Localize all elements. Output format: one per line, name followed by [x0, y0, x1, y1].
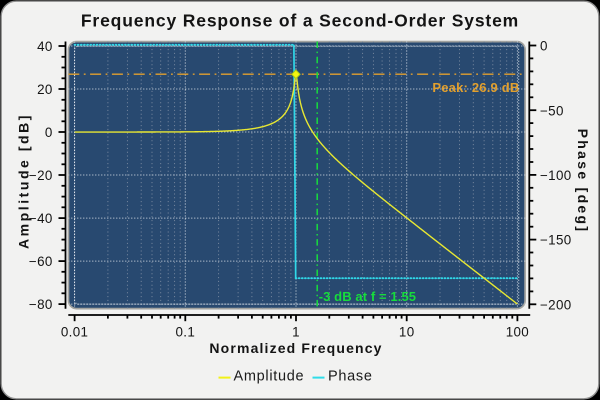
- svg-text:-3 dB at f = 1.55: -3 dB at f = 1.55: [319, 289, 416, 304]
- svg-text:−80: −80: [29, 297, 53, 312]
- svg-text:Normalized Frequency: Normalized Frequency: [209, 340, 382, 356]
- svg-text:−20: −20: [29, 168, 53, 183]
- svg-text:0: 0: [540, 39, 548, 54]
- svg-text:−150: −150: [540, 233, 572, 248]
- svg-text:10: 10: [399, 324, 415, 339]
- svg-text:−200: −200: [540, 297, 572, 312]
- svg-text:40: 40: [37, 39, 53, 54]
- svg-text:Amplitude [dB]: Amplitude [dB]: [15, 113, 31, 249]
- svg-text:0.01: 0.01: [61, 324, 88, 339]
- svg-text:−50: −50: [540, 103, 564, 118]
- svg-text:Phase: Phase: [328, 369, 373, 385]
- svg-text:100: 100: [506, 324, 529, 339]
- svg-text:−40: −40: [29, 211, 53, 226]
- svg-text:1: 1: [292, 324, 300, 339]
- svg-text:Peak: 26.9 dB: Peak: 26.9 dB: [432, 80, 519, 95]
- svg-text:20: 20: [37, 82, 53, 97]
- svg-text:Frequency Response of a Second: Frequency Response of a Second-Order Sys…: [81, 11, 519, 31]
- svg-text:−100: −100: [540, 168, 572, 183]
- svg-text:−60: −60: [29, 254, 53, 269]
- svg-text:0: 0: [45, 125, 53, 140]
- svg-text:0.1: 0.1: [175, 324, 195, 339]
- svg-text:Amplitude: Amplitude: [234, 369, 305, 385]
- svg-text:Phase [deg]: Phase [deg]: [575, 129, 591, 234]
